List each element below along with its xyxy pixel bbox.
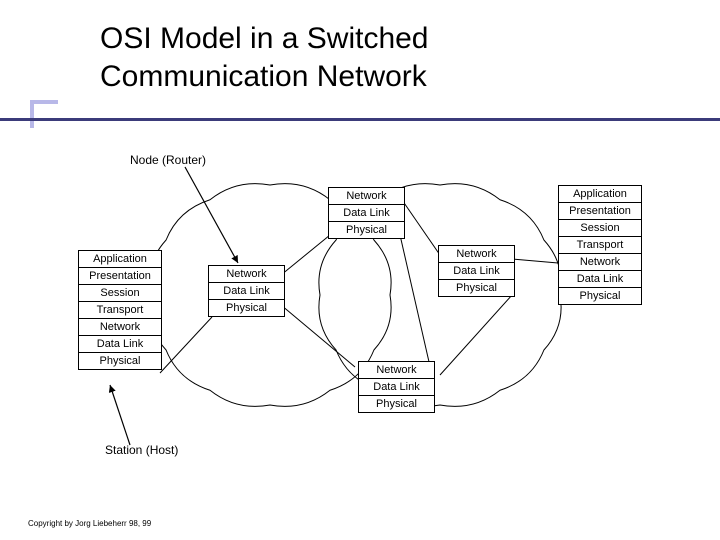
wire-0 bbox=[160, 317, 212, 373]
wire-2 bbox=[281, 305, 355, 367]
layer-network: Network bbox=[439, 246, 514, 263]
layer-session: Session bbox=[559, 220, 641, 237]
title-line-1: OSI Model in a Switched bbox=[100, 20, 429, 58]
layer-physical: Physical bbox=[559, 288, 641, 304]
layer-network: Network bbox=[209, 266, 284, 283]
title-accent-square bbox=[30, 100, 58, 128]
layer-network: Network bbox=[359, 362, 434, 379]
stack-host_left: ApplicationPresentationSessionTransportN… bbox=[78, 250, 162, 370]
layer-physical: Physical bbox=[359, 396, 434, 412]
layer-physical: Physical bbox=[439, 280, 514, 296]
stack-router_right: NetworkData LinkPhysical bbox=[438, 245, 515, 297]
label-station-host: Station (Host) bbox=[105, 443, 178, 457]
wire-3 bbox=[400, 197, 440, 255]
wire-1 bbox=[281, 235, 330, 275]
layer-session: Session bbox=[79, 285, 161, 302]
layer-application: Application bbox=[79, 251, 161, 268]
stack-router_bottom: NetworkData LinkPhysical bbox=[358, 361, 435, 413]
layer-physical: Physical bbox=[79, 353, 161, 369]
wire-5 bbox=[512, 259, 558, 263]
layer-application: Application bbox=[559, 186, 641, 203]
osi-diagram: Node (Router) Station (Host) Application… bbox=[0, 135, 720, 495]
title-line-2: Communication Network bbox=[100, 58, 429, 96]
layer-data-link: Data Link bbox=[559, 271, 641, 288]
layer-transport: Transport bbox=[559, 237, 641, 254]
layer-presentation: Presentation bbox=[559, 203, 641, 220]
stack-host_right: ApplicationPresentationSessionTransportN… bbox=[558, 185, 642, 305]
slide-title: OSI Model in a Switched Communication Ne… bbox=[100, 20, 429, 95]
layer-network: Network bbox=[329, 188, 404, 205]
layer-data-link: Data Link bbox=[209, 283, 284, 300]
layer-physical: Physical bbox=[329, 222, 404, 238]
title-underline bbox=[0, 118, 720, 121]
label-node-router: Node (Router) bbox=[130, 153, 206, 167]
layer-network: Network bbox=[79, 319, 161, 336]
layer-data-link: Data Link bbox=[439, 263, 514, 280]
wire-6 bbox=[440, 295, 512, 375]
arrow-station_host bbox=[110, 385, 130, 445]
layer-presentation: Presentation bbox=[79, 268, 161, 285]
layer-transport: Transport bbox=[79, 302, 161, 319]
copyright-text: Copyright by Jorg Liebeherr 98, 99 bbox=[28, 519, 151, 528]
wire-4 bbox=[400, 235, 432, 375]
layer-data-link: Data Link bbox=[79, 336, 161, 353]
stack-router_top: NetworkData LinkPhysical bbox=[328, 187, 405, 239]
layer-data-link: Data Link bbox=[329, 205, 404, 222]
layer-network: Network bbox=[559, 254, 641, 271]
arrow-node_router bbox=[185, 167, 238, 263]
layer-data-link: Data Link bbox=[359, 379, 434, 396]
layer-physical: Physical bbox=[209, 300, 284, 316]
stack-router_left: NetworkData LinkPhysical bbox=[208, 265, 285, 317]
